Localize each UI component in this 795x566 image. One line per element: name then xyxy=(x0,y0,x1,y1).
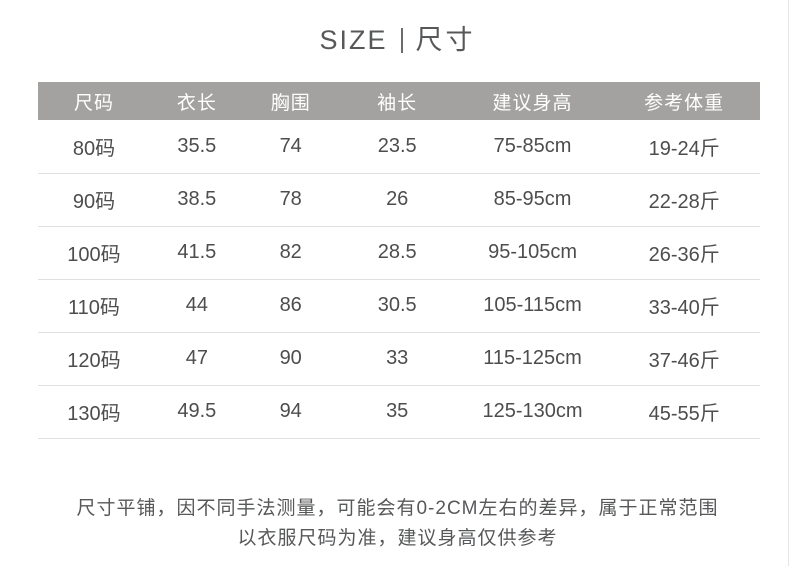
table-cell: 33-40斤 xyxy=(648,297,720,319)
table-cell: 125-130cm xyxy=(482,400,583,422)
size-table: 尺码 衣长 胸围 袖长 建议身高 参考体重 80码 35.5 74 23.5 75-85cm 19-… xyxy=(38,82,760,439)
table-cell: 110码 xyxy=(68,297,120,319)
table-cell: 35 xyxy=(386,400,409,422)
table-header-row: 尺码 衣长 胸围 袖长 建议身高 参考体重 xyxy=(38,82,760,120)
table-cell: 90码 xyxy=(72,191,116,213)
table-cell: 35.5 xyxy=(177,134,217,157)
table-row: 120码 47 90 33 115-125cm 37-46斤 xyxy=(38,332,760,385)
header-cell: 建议身高 xyxy=(492,92,573,114)
table-cell: 38.5 xyxy=(177,188,217,210)
table-cell: 47 xyxy=(185,347,208,369)
table-row: 130码 49.5 94 35 125-130cm 45-55斤 xyxy=(38,385,760,438)
title-size-en: SIZE xyxy=(319,25,388,55)
table-cell: 82 xyxy=(279,241,302,263)
table-cell: 26-36斤 xyxy=(648,244,720,266)
page-title: SIZE 尺寸 xyxy=(0,18,795,57)
table-body: 80码 35.5 74 23.5 75-85cm 19-24斤 90码 38.5 78 26 85-… xyxy=(38,120,760,438)
table-cell: 100码 xyxy=(67,244,121,266)
table-cell: 49.5 xyxy=(177,400,217,422)
table-cell: 33 xyxy=(386,347,409,369)
right-edge-divider xyxy=(788,0,789,566)
table-cell: 22-28斤 xyxy=(648,191,720,213)
table-cell: 26 xyxy=(386,188,409,210)
table-cell: 115-125cm xyxy=(483,347,582,369)
header-cell: 胸围 xyxy=(270,92,311,114)
table-cell: 95-105cm xyxy=(488,241,578,263)
table-cell: 85-95cm xyxy=(493,188,572,210)
table-cell: 120码 xyxy=(67,350,121,372)
table-cell: 94 xyxy=(279,400,302,422)
table-row: 100码 41.5 82 28.5 95-105cm 26-36斤 xyxy=(38,226,760,279)
title-divider xyxy=(400,28,403,53)
header-cell: 参考体重 xyxy=(644,92,725,114)
table-cell: 37-46斤 xyxy=(648,350,720,372)
table-cell: 45-55斤 xyxy=(648,403,720,425)
note-line-2: 以衣服尺码为准，建议身高仅供参考 xyxy=(237,528,558,549)
table-cell: 78 xyxy=(279,188,302,210)
table-cell: 80码 xyxy=(72,137,116,160)
table-cell: 30.5 xyxy=(377,294,417,316)
header-cell: 衣长 xyxy=(176,92,217,114)
table-cell: 44 xyxy=(185,294,208,316)
table-cell: 28.5 xyxy=(377,241,417,263)
measurement-notes: 尺寸平铺，因不同手法测量，可能会有0-2CM左右的差异，属于正常范围 以衣服尺码… xyxy=(0,494,795,554)
table-row: 90码 38.5 78 26 85-95cm 22-28斤 xyxy=(38,173,760,226)
table-cell: 130码 xyxy=(67,403,121,425)
table-cell: 23.5 xyxy=(377,134,417,157)
table-cell: 75-85cm xyxy=(493,134,572,157)
table-row: 80码 35.5 74 23.5 75-85cm 19-24斤 xyxy=(38,120,760,173)
header-cell: 尺码 xyxy=(73,92,114,114)
table-cell: 74 xyxy=(279,134,302,157)
table-cell: 86 xyxy=(279,294,302,316)
note-line-1: 尺寸平铺，因不同手法测量，可能会有0-2CM左右的差异，属于正常范围 xyxy=(76,498,719,519)
table-cell: 105-115cm xyxy=(483,294,582,316)
table-row: 110码 44 86 30.5 105-115cm 33-40斤 xyxy=(38,279,760,332)
table-cell: 19-24斤 xyxy=(648,137,720,160)
title-size-zh: 尺寸 xyxy=(415,25,476,55)
header-cell: 袖长 xyxy=(377,92,418,114)
table-cell: 41.5 xyxy=(177,241,217,263)
table-cell: 90 xyxy=(279,347,302,369)
